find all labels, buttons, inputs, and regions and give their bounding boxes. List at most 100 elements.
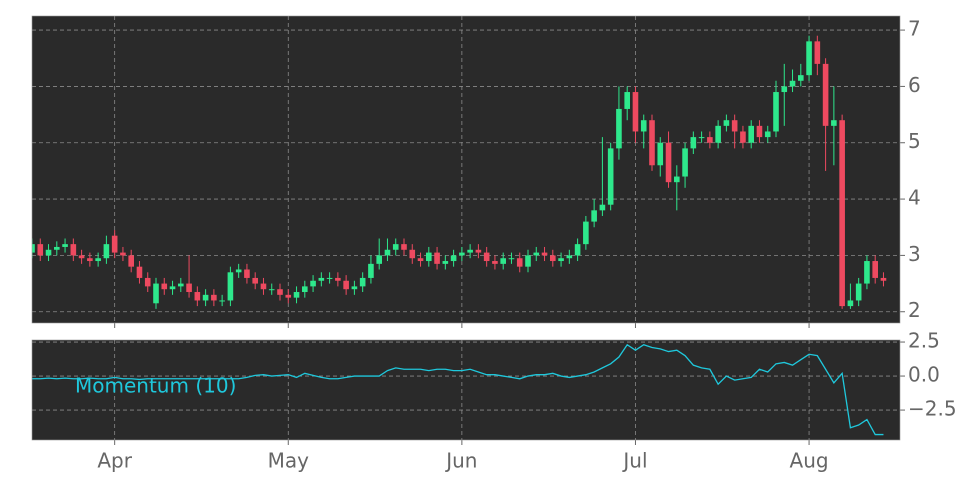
candle-body [847, 300, 854, 307]
candle-body [111, 235, 118, 253]
candle-body [285, 294, 292, 298]
candle-body [459, 252, 465, 256]
candle-body [268, 289, 275, 291]
candle-body [54, 246, 60, 250]
momentum-line [32, 343, 884, 436]
candle-body [690, 137, 697, 149]
candle-body [674, 176, 680, 183]
price-panel [32, 16, 900, 323]
candle-body [698, 137, 705, 139]
candle-body [831, 120, 837, 126]
candle-body [32, 244, 35, 253]
panel-border [31, 339, 901, 441]
candle-body [343, 280, 349, 290]
candle-body [235, 269, 242, 273]
candle-body [442, 261, 449, 264]
momentum-plot [32, 340, 900, 440]
candle-body [682, 148, 688, 177]
candle-body [70, 244, 77, 256]
candle-body [748, 125, 754, 143]
candle-body [417, 258, 424, 262]
momentum-panel [32, 340, 900, 440]
candle-body [202, 294, 209, 301]
candle-body [335, 277, 341, 281]
candle-body [260, 283, 267, 290]
candle-body [806, 41, 812, 76]
y-tick-label: 7 [908, 17, 921, 41]
candle-body [731, 120, 738, 132]
panel-border [31, 15, 901, 324]
candle-body [707, 137, 713, 143]
candle-body [103, 244, 110, 259]
candle-body [392, 244, 399, 250]
candle-body [665, 142, 672, 183]
candle-body [434, 252, 440, 264]
candle-body [475, 249, 482, 253]
candle-body [822, 63, 829, 126]
candle-body [87, 258, 93, 262]
y-tick-label: 5 [908, 129, 921, 153]
candle-body [227, 272, 234, 301]
candle-body [95, 258, 101, 262]
candle-body [525, 255, 531, 267]
x-tick-label: Aug [790, 449, 829, 473]
candle-body [318, 277, 325, 281]
candle-body [533, 252, 540, 256]
candle-body [624, 92, 630, 109]
candle-body [591, 210, 597, 222]
candle-body [401, 244, 407, 250]
candle-body [566, 255, 573, 259]
x-tick-label: May [268, 449, 310, 473]
candle-body [814, 41, 821, 64]
candle-body [120, 252, 126, 256]
candle-body [211, 294, 217, 301]
candle-body [756, 125, 763, 138]
candle-body [45, 249, 52, 256]
legend-label: Momentum (10) [75, 374, 236, 398]
candle-body [616, 108, 622, 149]
x-tick-label: Jun [444, 449, 477, 473]
candle-body [128, 255, 134, 267]
candle-body [839, 120, 845, 307]
x-tick-label: Apr [97, 449, 132, 473]
price-plot [32, 16, 900, 323]
candle-body [500, 258, 506, 264]
candle-body [798, 75, 804, 81]
y-tick-label: 2 [908, 298, 921, 322]
candle-body [789, 80, 796, 87]
candle-body [178, 283, 184, 287]
y-tick-label: 6 [908, 73, 921, 97]
candle-body [467, 249, 473, 253]
candle-body [153, 283, 159, 304]
candle-body [194, 292, 201, 301]
candle-body [219, 300, 225, 302]
y-tick-label: −2.5 [908, 397, 957, 421]
candle-body [359, 277, 366, 287]
candle-body [872, 261, 878, 278]
candle-body [740, 131, 746, 143]
candle-body [78, 255, 85, 259]
y-tick-label: 4 [908, 186, 921, 210]
candle-body [310, 280, 316, 287]
candle-body [169, 286, 176, 290]
candle-body [161, 283, 168, 290]
candle-body [186, 283, 192, 293]
candle-body [607, 148, 614, 205]
candle-body [252, 277, 258, 284]
candle-body [244, 269, 250, 278]
candle-body [136, 266, 143, 278]
candle-body [773, 92, 779, 132]
candle-body [715, 125, 721, 143]
candle-body [649, 120, 655, 166]
candle-body [632, 92, 639, 132]
axes: 2 3 4 5 6 7 2.5 0.0 −2.5 Apr May Jun Jul Aug Momentum … [31, 15, 957, 473]
candle-body [376, 255, 382, 264]
candle-body [599, 204, 606, 211]
candle-body [450, 255, 457, 262]
candle-body [855, 283, 862, 301]
candle-body [764, 131, 771, 138]
candle-body [640, 120, 647, 132]
candle-body [508, 258, 515, 260]
candle-body [351, 286, 358, 290]
